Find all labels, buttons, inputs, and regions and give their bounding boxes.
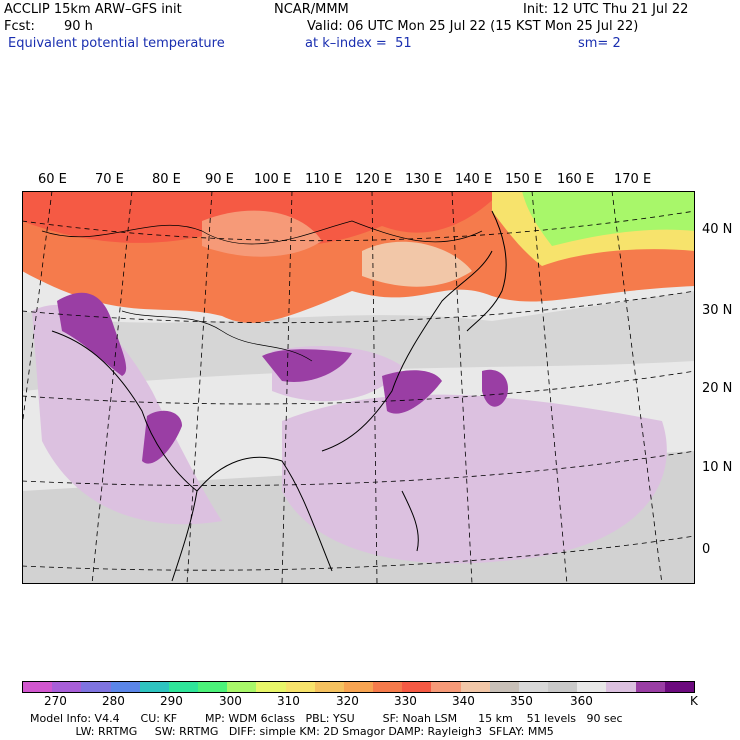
colorbar-swatch xyxy=(460,682,490,692)
colorbar-tick: 330 xyxy=(394,694,417,708)
colorbar-swatch xyxy=(373,682,403,692)
fcst-value: 90 h xyxy=(64,19,93,34)
dark-purple-east xyxy=(382,370,442,414)
colorbar-tick: 340 xyxy=(452,694,475,708)
lat-label: 30 N xyxy=(702,303,733,318)
colorbar-swatch xyxy=(81,682,111,692)
colorbar-swatch xyxy=(168,682,199,692)
colorbar-swatch xyxy=(431,682,461,692)
valid-time: Valid: 06 UTC Mon 25 Jul 22 (15 KST Mon … xyxy=(307,19,639,34)
lon-label: 140 E xyxy=(455,172,493,187)
peach-patch xyxy=(202,210,322,257)
colorbar-tick: 310 xyxy=(277,694,300,708)
tan-patch xyxy=(362,241,472,287)
colorbar-tick: 290 xyxy=(160,694,183,708)
model-info-line2: LW: RRTMG SW: RRTMG DIFF: simple KM: 2D … xyxy=(30,725,554,738)
colorbar-swatch xyxy=(198,682,228,692)
model-info-line1: Model Info: V4.4 CU: KF MP: WDM 6class P… xyxy=(30,712,623,725)
lon-label: 110 E xyxy=(305,172,343,187)
dark-purple-tibet xyxy=(262,349,352,382)
colorbar-swatch xyxy=(139,682,169,692)
lon-label: 60 E xyxy=(38,172,67,187)
colorbar-swatch xyxy=(285,682,315,692)
lat-label: 10 N xyxy=(702,460,733,475)
colorbar-swatch xyxy=(577,682,607,692)
lon-label: 90 E xyxy=(205,172,234,187)
colorbar xyxy=(22,681,695,693)
green-band-ne xyxy=(522,191,695,246)
colorbar-swatch xyxy=(402,682,432,692)
colorbar-swatch xyxy=(343,682,374,692)
borders xyxy=(41,220,483,362)
colorbar-swatch xyxy=(606,682,636,692)
colorbar-swatch xyxy=(52,682,82,692)
colorbar-swatch xyxy=(227,682,257,692)
colorbar-tick: 360 xyxy=(570,694,593,708)
dark-purple-pacific xyxy=(482,369,508,407)
colorbar-swatch xyxy=(518,682,549,692)
lon-label: 170 E xyxy=(614,172,652,187)
lat-label: 0 xyxy=(702,542,711,557)
colorbar-swatch xyxy=(314,682,344,692)
lon-label: 120 E xyxy=(355,172,393,187)
lon-label: 160 E xyxy=(557,172,595,187)
dark-purple-nw xyxy=(57,292,127,376)
colorbar-tick: 270 xyxy=(44,694,67,708)
lat-label: 40 N xyxy=(702,222,733,237)
dark-purple-bay xyxy=(142,410,182,464)
fcst-label: Fcst: xyxy=(4,19,35,34)
lat-label: 20 N xyxy=(702,381,733,396)
colorbar-tick: 300 xyxy=(219,694,242,708)
colorbar-swatch xyxy=(256,682,286,692)
colorbar-swatch xyxy=(489,682,519,692)
field-name: Equivalent potential temperature xyxy=(8,36,225,51)
colorbar-unit: K xyxy=(690,694,698,708)
lon-label: 80 E xyxy=(152,172,181,187)
purple-west-pacific xyxy=(282,394,667,564)
colorbar-swatch xyxy=(110,682,140,692)
smoothing-info: sm= 2 xyxy=(578,36,621,51)
model-title: ACCLIP 15km ARW–GFS init xyxy=(4,2,182,17)
theta-e-map xyxy=(22,191,695,584)
lon-label: 150 E xyxy=(505,172,543,187)
level-info: at k–index = 51 xyxy=(305,36,412,51)
grey-band-mid xyxy=(22,291,695,391)
colorbar-tick: 280 xyxy=(102,694,125,708)
colorbar-swatch xyxy=(23,682,53,692)
coastlines xyxy=(51,210,507,582)
colorbar-tick: 350 xyxy=(510,694,533,708)
colorbar-swatch xyxy=(664,682,694,692)
lon-label: 130 E xyxy=(405,172,443,187)
colorbar-tick: 320 xyxy=(336,694,359,708)
center-label: NCAR/MMM xyxy=(274,2,349,17)
lon-label: 100 E xyxy=(254,172,292,187)
init-time: Init: 12 UTC Thu 21 Jul 22 xyxy=(523,2,689,17)
colorbar-swatch xyxy=(548,682,578,692)
colorbar-swatch xyxy=(635,682,665,692)
lon-label: 70 E xyxy=(95,172,124,187)
